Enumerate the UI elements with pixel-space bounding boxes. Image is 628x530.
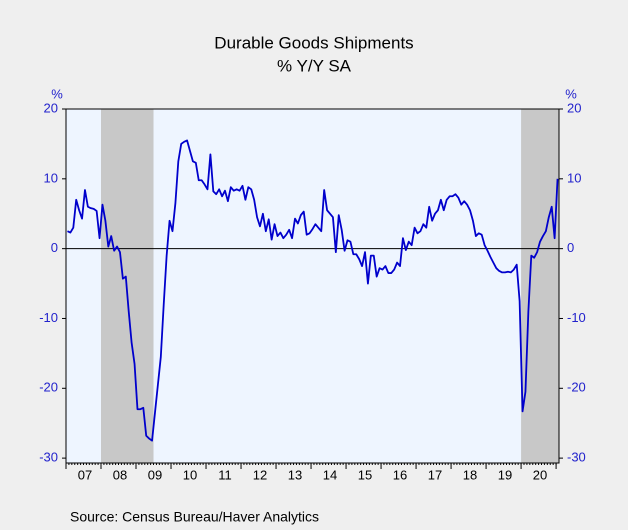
y2-tick-label: 10: [567, 170, 581, 185]
y-tick-label: 10: [44, 170, 58, 185]
y-tick-label: -20: [39, 380, 58, 395]
x-tick-label: 10: [183, 467, 197, 482]
y-axis-label: %: [51, 86, 63, 101]
chart-subtitle: % Y/Y SA: [277, 56, 352, 75]
y-tick-label: -30: [39, 450, 58, 465]
y-tick-label: -10: [39, 310, 58, 325]
plot-border: [65, 108, 560, 464]
y2-axis-label: %: [565, 86, 577, 101]
x-tick-label: 13: [288, 467, 302, 482]
x-tick-label: 12: [253, 467, 267, 482]
source-note: Source: Census Bureau/Haver Analytics: [70, 509, 319, 525]
x-tick-label: 15: [358, 467, 372, 482]
x-tick-label: 07: [78, 467, 92, 482]
y-tick-label: 20: [44, 100, 58, 115]
x-tick-label: 14: [323, 467, 337, 482]
y2-tick-label: 20: [567, 100, 581, 115]
y2-tick-label: -10: [567, 310, 586, 325]
x-tick-label: 20: [533, 467, 547, 482]
y-tick-label: 0: [51, 240, 58, 255]
x-tick-label: 18: [463, 467, 477, 482]
y2-tick-label: 0: [567, 240, 574, 255]
x-tick-label: 16: [393, 467, 407, 482]
x-tick-label: 17: [428, 467, 442, 482]
x-tick-label: 19: [498, 467, 512, 482]
y2-tick-label: -20: [567, 380, 586, 395]
x-tick-label: 09: [148, 467, 162, 482]
recession-shade: [521, 109, 559, 463]
chart-title: Durable Goods Shipments: [214, 33, 413, 52]
x-tick-label: 08: [113, 467, 127, 482]
x-tick-label: 11: [218, 467, 232, 482]
data-line: [67, 139, 559, 442]
y2-tick-label: -30: [567, 450, 586, 465]
